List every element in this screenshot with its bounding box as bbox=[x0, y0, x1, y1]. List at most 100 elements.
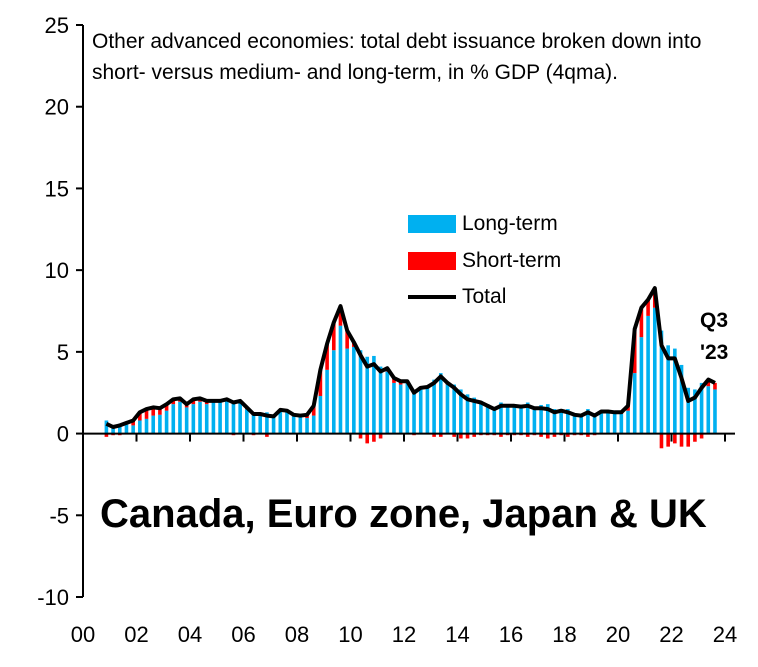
bar-short-term bbox=[673, 433, 677, 444]
bar-long-term bbox=[164, 410, 169, 434]
bar-long-term bbox=[499, 402, 503, 434]
bar-long-term bbox=[238, 402, 242, 434]
bar-long-term bbox=[492, 407, 497, 434]
bar-long-term bbox=[231, 400, 236, 434]
bar-long-term bbox=[539, 404, 543, 434]
bar-long-term bbox=[666, 345, 670, 434]
y-tick-label: 5 bbox=[57, 340, 69, 365]
x-tick-label: 24 bbox=[713, 622, 737, 647]
bar-long-term bbox=[124, 424, 129, 434]
bar-long-term bbox=[338, 325, 343, 434]
bar-long-term bbox=[619, 413, 624, 434]
bar-short-term bbox=[666, 433, 670, 447]
bar-long-term bbox=[652, 307, 657, 434]
bar-long-term bbox=[158, 414, 162, 434]
bar-long-term bbox=[693, 389, 697, 434]
x-tick-label: 10 bbox=[338, 622, 362, 647]
x-tick-label: 08 bbox=[285, 622, 309, 647]
bar-long-term bbox=[485, 404, 490, 434]
bar-short-term bbox=[566, 433, 570, 437]
bar-long-term bbox=[465, 394, 470, 434]
bar-long-term bbox=[211, 402, 216, 434]
bar-long-term bbox=[117, 423, 122, 434]
bar-long-term bbox=[612, 413, 617, 434]
y-tick-label: 10 bbox=[45, 258, 69, 283]
bar-long-term bbox=[198, 401, 202, 434]
legend-label-long-term: Long-term bbox=[462, 212, 558, 235]
bar-long-term bbox=[104, 420, 109, 434]
bar-long-term bbox=[184, 407, 189, 434]
bar-long-term bbox=[305, 418, 309, 434]
bar-short-term bbox=[713, 382, 717, 390]
x-tick-label: 20 bbox=[606, 622, 630, 647]
bar-long-term bbox=[291, 416, 296, 434]
x-tick-label: 14 bbox=[445, 622, 469, 647]
bar-long-term bbox=[713, 389, 717, 434]
bar-long-term bbox=[632, 373, 637, 434]
bar-short-term bbox=[499, 433, 503, 437]
x-tick-label: 16 bbox=[499, 622, 523, 647]
bar-short-term bbox=[525, 433, 530, 437]
bar-long-term bbox=[566, 409, 570, 434]
bar-long-term bbox=[325, 369, 329, 434]
bar-long-term bbox=[331, 350, 336, 434]
annotation-quarter: Q3 bbox=[700, 309, 729, 332]
bar-long-term bbox=[191, 404, 196, 434]
bar-long-term bbox=[245, 409, 249, 434]
x-tick-label: 18 bbox=[552, 622, 576, 647]
bar-short-term bbox=[459, 433, 463, 439]
bar-long-term bbox=[418, 389, 423, 434]
bar-long-term bbox=[278, 411, 283, 434]
y-tick-label: 25 bbox=[45, 13, 69, 38]
bar-long-term bbox=[626, 410, 630, 434]
bar-long-term bbox=[358, 350, 363, 434]
bar-short-term bbox=[331, 322, 336, 351]
bar-short-term bbox=[358, 433, 363, 439]
y-tick-label: -5 bbox=[49, 503, 69, 528]
bar-short-term bbox=[452, 433, 456, 437]
y-tick-label: 15 bbox=[45, 176, 69, 201]
annotation-year: '23 bbox=[700, 341, 729, 364]
bar-short-term bbox=[432, 433, 436, 437]
legend-label-total: Total bbox=[462, 285, 507, 308]
x-tick-label: 04 bbox=[178, 622, 202, 647]
bar-long-term bbox=[171, 404, 176, 434]
bar-long-term bbox=[425, 386, 430, 434]
bar-long-term bbox=[378, 366, 383, 434]
legend-item-long-term: Long-term bbox=[408, 212, 558, 236]
bar-short-term bbox=[586, 433, 590, 437]
bar-long-term bbox=[151, 415, 156, 434]
bar-short-term bbox=[378, 433, 383, 439]
bar-long-term bbox=[659, 330, 664, 434]
bar-long-term bbox=[519, 404, 523, 434]
bar-long-term bbox=[552, 409, 557, 434]
bar-long-term bbox=[318, 395, 323, 434]
bar-long-term bbox=[706, 386, 711, 434]
bar-long-term bbox=[385, 371, 390, 434]
chart-title: Other advanced economies: total debt iss… bbox=[92, 30, 702, 84]
bar-long-term bbox=[512, 404, 517, 434]
bar-short-term bbox=[679, 433, 684, 447]
bar-long-term bbox=[144, 418, 149, 434]
bar-long-term bbox=[639, 337, 644, 434]
bar-long-term bbox=[525, 402, 530, 434]
bar-long-term bbox=[178, 401, 182, 434]
bar-long-term bbox=[258, 413, 263, 434]
bar-long-term bbox=[438, 373, 443, 434]
bar-short-term bbox=[338, 306, 343, 326]
bar-short-term bbox=[639, 307, 644, 338]
bar-long-term bbox=[606, 413, 610, 434]
bar-short-term bbox=[138, 412, 142, 421]
bar-short-term bbox=[158, 408, 162, 415]
bar-long-term bbox=[646, 315, 650, 434]
bar-short-term bbox=[693, 433, 697, 442]
bar-short-term bbox=[151, 407, 156, 416]
legend-swatch-total bbox=[408, 295, 456, 299]
bar-long-term bbox=[545, 404, 550, 434]
bar-short-term bbox=[311, 405, 316, 416]
bar-long-term bbox=[298, 417, 303, 434]
bar-short-term bbox=[438, 433, 443, 437]
bar-long-term bbox=[572, 413, 577, 434]
bar-short-term bbox=[392, 378, 396, 383]
